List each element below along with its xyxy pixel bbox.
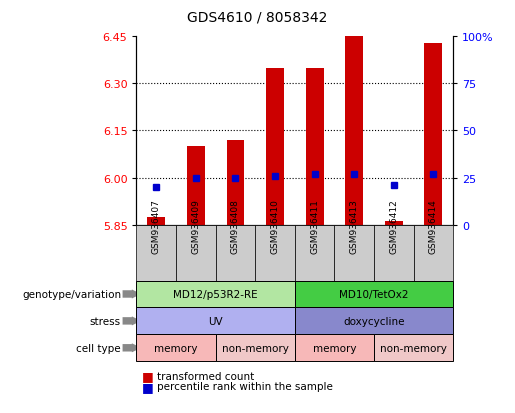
Text: GDS4610 / 8058342: GDS4610 / 8058342 (187, 10, 328, 24)
Text: percentile rank within the sample: percentile rank within the sample (157, 381, 333, 391)
Text: GSM936413: GSM936413 (350, 198, 359, 253)
Bar (187, 147, 205, 225)
Text: UV: UV (209, 316, 223, 326)
Text: GSM936407: GSM936407 (152, 198, 161, 253)
Text: doxycycline: doxycycline (344, 316, 405, 326)
Bar (306, 69, 323, 225)
Text: transformed count: transformed count (157, 371, 254, 381)
Text: ■: ■ (142, 380, 153, 393)
Text: genotype/variation: genotype/variation (22, 289, 121, 299)
Bar (385, 222, 403, 225)
Text: GSM936411: GSM936411 (310, 198, 319, 253)
Text: GSM936410: GSM936410 (270, 198, 280, 253)
Bar (424, 43, 442, 225)
Bar (227, 140, 244, 225)
Text: GSM936408: GSM936408 (231, 198, 240, 253)
Text: MD10/TetOx2: MD10/TetOx2 (339, 289, 409, 299)
Text: stress: stress (90, 316, 121, 326)
Text: GSM936414: GSM936414 (429, 198, 438, 253)
Text: MD12/p53R2-RE: MD12/p53R2-RE (174, 289, 258, 299)
Text: non-memory: non-memory (380, 343, 447, 353)
Text: ■: ■ (142, 369, 153, 382)
Bar (147, 217, 165, 225)
Bar (346, 37, 363, 225)
Text: non-memory: non-memory (222, 343, 289, 353)
Text: cell type: cell type (76, 343, 121, 353)
Bar (266, 69, 284, 225)
Text: memory: memory (154, 343, 198, 353)
Text: memory: memory (313, 343, 356, 353)
Text: GSM936409: GSM936409 (192, 198, 200, 253)
Text: GSM936412: GSM936412 (389, 198, 398, 253)
